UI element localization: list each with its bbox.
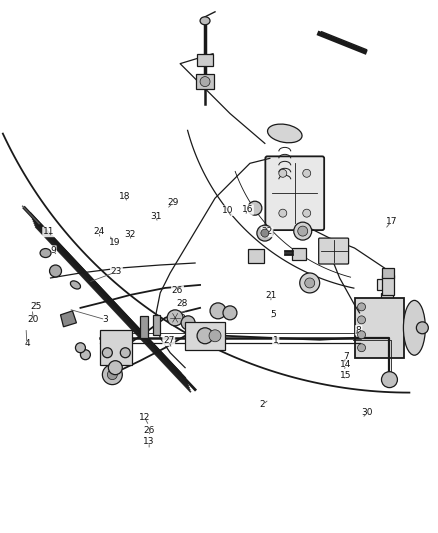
Bar — [100, 330, 132, 365]
Circle shape — [298, 226, 308, 236]
Circle shape — [279, 169, 287, 177]
Text: 14: 14 — [340, 360, 351, 369]
Text: 1: 1 — [273, 336, 279, 345]
Text: 28: 28 — [176, 299, 187, 308]
Circle shape — [102, 348, 112, 358]
Text: 32: 32 — [124, 230, 135, 239]
Circle shape — [102, 365, 122, 385]
Circle shape — [300, 273, 320, 293]
Circle shape — [200, 77, 210, 86]
Bar — [248, 249, 264, 263]
Circle shape — [294, 222, 312, 240]
Text: 5: 5 — [271, 310, 276, 319]
Circle shape — [167, 310, 183, 326]
Text: 15: 15 — [340, 371, 351, 380]
Circle shape — [81, 350, 90, 360]
Text: 4: 4 — [24, 339, 30, 348]
Circle shape — [181, 316, 195, 330]
Circle shape — [49, 265, 61, 277]
Circle shape — [209, 330, 221, 342]
Polygon shape — [60, 311, 77, 327]
Text: 8: 8 — [356, 326, 362, 335]
Text: 10: 10 — [222, 206, 233, 215]
Circle shape — [223, 306, 237, 320]
Circle shape — [210, 303, 226, 319]
Circle shape — [120, 348, 130, 358]
Text: 13: 13 — [143, 438, 155, 446]
Circle shape — [248, 201, 262, 215]
Ellipse shape — [200, 17, 210, 25]
Text: 11: 11 — [43, 228, 54, 237]
Circle shape — [417, 322, 428, 334]
Text: 25: 25 — [30, 302, 41, 311]
Text: 26: 26 — [172, 286, 183, 295]
Circle shape — [303, 169, 311, 177]
Circle shape — [107, 370, 117, 379]
Bar — [382, 268, 395, 278]
Bar — [370, 306, 384, 318]
Circle shape — [279, 209, 287, 217]
Bar — [140, 316, 148, 338]
Text: 6: 6 — [179, 312, 185, 321]
Circle shape — [75, 343, 85, 353]
Text: 9: 9 — [50, 246, 56, 255]
Text: 24: 24 — [93, 228, 105, 237]
Text: 27: 27 — [163, 336, 174, 345]
Ellipse shape — [268, 124, 302, 143]
Text: 18: 18 — [120, 192, 131, 201]
Circle shape — [108, 361, 122, 375]
Bar — [381, 293, 393, 303]
Text: 2: 2 — [260, 400, 265, 409]
Bar — [382, 275, 395, 295]
Bar — [196, 74, 214, 88]
Ellipse shape — [71, 281, 81, 289]
Circle shape — [357, 331, 366, 339]
Text: 23: 23 — [111, 268, 122, 276]
Text: 16: 16 — [242, 205, 253, 214]
Bar — [355, 298, 404, 358]
Bar — [185, 322, 225, 350]
Text: 17: 17 — [386, 217, 397, 226]
Ellipse shape — [403, 301, 425, 355]
Text: 26: 26 — [144, 426, 155, 434]
Circle shape — [261, 229, 269, 237]
Text: 3: 3 — [102, 315, 108, 324]
Circle shape — [303, 209, 311, 217]
Circle shape — [357, 316, 366, 324]
Circle shape — [197, 328, 213, 344]
Circle shape — [381, 372, 397, 387]
Text: 12: 12 — [139, 414, 151, 423]
Bar — [378, 279, 393, 290]
Circle shape — [305, 278, 314, 288]
Text: 21: 21 — [266, 291, 277, 300]
Bar — [292, 248, 306, 260]
Bar — [153, 315, 160, 335]
Text: 20: 20 — [28, 315, 39, 324]
Bar — [197, 54, 213, 66]
Text: 19: 19 — [109, 238, 120, 247]
Text: 7: 7 — [343, 352, 349, 361]
FancyBboxPatch shape — [265, 156, 324, 230]
Text: 30: 30 — [362, 408, 373, 417]
Text: 31: 31 — [150, 212, 162, 221]
Ellipse shape — [40, 248, 51, 257]
Circle shape — [357, 303, 366, 311]
Circle shape — [357, 344, 366, 352]
FancyBboxPatch shape — [319, 238, 349, 264]
Circle shape — [257, 225, 273, 241]
Text: 22: 22 — [261, 228, 272, 237]
Text: 29: 29 — [167, 198, 179, 207]
